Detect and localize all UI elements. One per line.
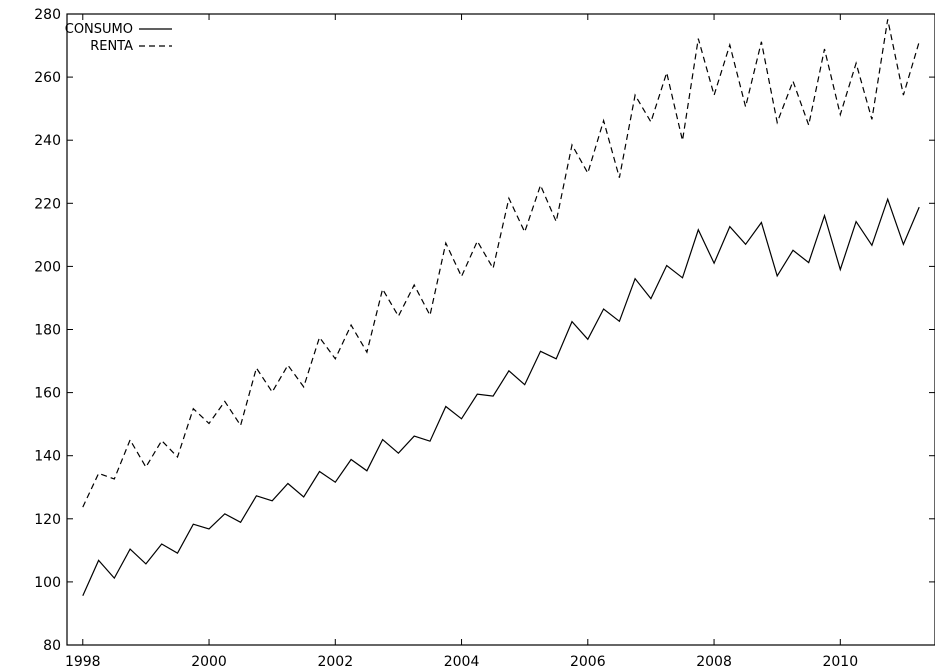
x-tick-label: 2006 xyxy=(570,654,606,670)
series-line-renta xyxy=(82,19,920,508)
y-tick-label: 280 xyxy=(34,7,61,23)
y-tick-label: 100 xyxy=(34,575,61,591)
y-tick-label: 260 xyxy=(34,70,61,86)
y-tick-label: 200 xyxy=(34,259,61,275)
series-lines xyxy=(82,19,920,597)
legend: CONSUMO RENTA xyxy=(65,22,172,54)
y-tick-label: 220 xyxy=(34,196,61,212)
y-tick-label: 240 xyxy=(34,133,61,149)
x-tick-label: 1998 xyxy=(65,654,101,670)
y-tick-label: 160 xyxy=(34,386,61,402)
legend-label-renta: RENTA xyxy=(90,39,133,54)
series-line-consumo xyxy=(82,197,920,597)
x-tick-label: 2002 xyxy=(317,654,353,670)
y-tick-label: 140 xyxy=(34,449,61,465)
x-tick-label: 2008 xyxy=(696,654,732,670)
y-tick-label: 80 xyxy=(43,638,61,654)
legend-label-consumo: CONSUMO xyxy=(65,22,133,37)
plot-frame xyxy=(66,13,935,646)
x-tick-label: 2010 xyxy=(822,654,858,670)
axis-ticks: 80 100 120 140 160 180 200 220 240 260 280 1998 2000… xyxy=(34,7,935,670)
y-tick-label: 180 xyxy=(34,323,61,339)
y-tick-label: 120 xyxy=(34,512,61,528)
x-tick-label: 2004 xyxy=(444,654,480,670)
x-tick-label: 2000 xyxy=(191,654,227,670)
